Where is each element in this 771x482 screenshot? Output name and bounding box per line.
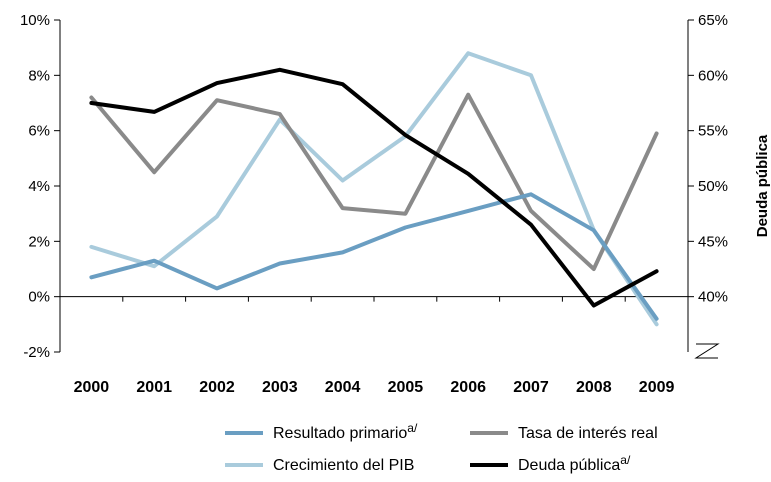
left-tick-label: -2% xyxy=(23,344,50,361)
legend-label: Tasa de interés real xyxy=(518,425,658,442)
x-tick-label: 2005 xyxy=(388,379,424,396)
right-tick-label: 50% xyxy=(698,178,728,195)
series-line-resultado-primario xyxy=(89,192,659,321)
x-tick-label: 2007 xyxy=(513,379,549,396)
right-tick-label: 60% xyxy=(698,67,728,84)
tick-labels: 10% 8% 6% 4% 2% 0% -2% 65% 60% 55% 50% 45% 40% Deuda … xyxy=(20,12,771,396)
legend-superscript: a/ xyxy=(620,453,631,467)
chart-series xyxy=(89,51,659,327)
right-tick-label: 45% xyxy=(698,233,728,250)
legend-superscript: a/ xyxy=(407,421,418,435)
left-tick-label: 2% xyxy=(28,233,50,250)
series-line-tasa-de-inter-s-real xyxy=(89,92,659,271)
chart-axes xyxy=(54,19,720,359)
right-tick-label: 65% xyxy=(698,12,728,29)
axis-break-icon xyxy=(694,343,720,359)
legend-label: Crecimiento del PIB xyxy=(273,457,414,474)
x-tick-label: 2006 xyxy=(450,379,486,396)
x-tick-label: 2004 xyxy=(325,379,361,396)
chart-legend: Resultado primarioa/Tasa de interés real… xyxy=(225,421,658,474)
legend-label: Deuda públicaa/ xyxy=(518,453,631,474)
series-line-crecimiento-del-pib xyxy=(89,51,659,327)
x-tick-label: 2003 xyxy=(262,379,298,396)
legend-label: Resultado primarioa/ xyxy=(273,421,418,442)
left-tick-label: 10% xyxy=(20,12,50,29)
series-line-deuda-p-blica xyxy=(89,67,659,308)
right-axis-label: Deuda pública xyxy=(754,134,771,237)
x-tick-label: 2001 xyxy=(136,379,172,396)
left-tick-label: 8% xyxy=(28,67,50,84)
x-tick-label: 2008 xyxy=(576,379,612,396)
left-tick-label: 4% xyxy=(28,178,50,195)
right-tick-label: 55% xyxy=(698,123,728,140)
x-tick-label: 2002 xyxy=(199,379,235,396)
right-tick-label: 40% xyxy=(698,289,728,306)
left-tick-label: 0% xyxy=(28,289,50,306)
x-tick-label: 2009 xyxy=(639,379,675,396)
left-tick-label: 6% xyxy=(28,123,50,140)
x-tick-label: 2000 xyxy=(74,379,110,396)
